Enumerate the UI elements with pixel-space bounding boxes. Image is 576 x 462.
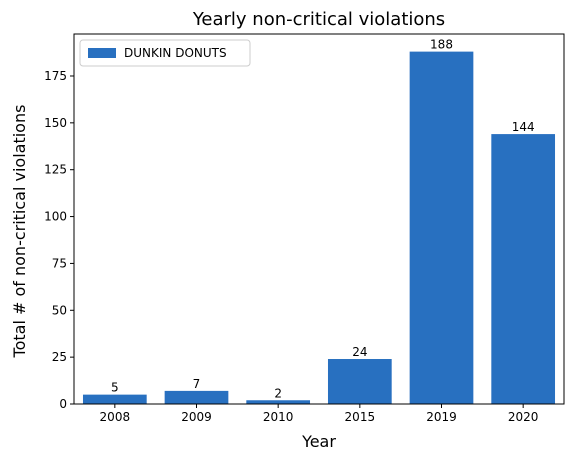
bar-2015 bbox=[327, 359, 392, 404]
y-tick-label-125: 125 bbox=[44, 163, 67, 177]
y-tick-label-50: 50 bbox=[52, 303, 67, 317]
y-tick-label-150: 150 bbox=[44, 116, 67, 130]
data-labels-group: 5 7 2 24 188 144 bbox=[111, 38, 535, 401]
y-tick-label-100: 100 bbox=[44, 210, 67, 224]
x-tick-label-2009: 2009 bbox=[181, 410, 212, 424]
legend-label: DUNKIN DONUTS bbox=[124, 46, 227, 60]
bar-2008 bbox=[82, 394, 147, 404]
y-tick-label-175: 175 bbox=[44, 69, 67, 83]
data-label-2010: 2 bbox=[274, 386, 282, 400]
plot-frame bbox=[73, 33, 565, 405]
bar-2010 bbox=[246, 400, 311, 404]
x-tick-label-2020: 2020 bbox=[508, 410, 539, 424]
data-label-2015: 24 bbox=[352, 345, 367, 359]
x-tick-label-2019: 2019 bbox=[426, 410, 457, 424]
legend-swatch bbox=[88, 48, 116, 58]
y-axis-label: Total # of non-critical violations bbox=[10, 105, 29, 359]
y-tick-label-25: 25 bbox=[52, 350, 67, 364]
data-label-2009: 7 bbox=[193, 377, 201, 391]
data-label-2008: 5 bbox=[111, 381, 119, 395]
bar-2020 bbox=[491, 134, 556, 404]
legend: DUNKIN DONUTS bbox=[79, 39, 251, 67]
bar-2019 bbox=[409, 51, 474, 404]
y-tick-label-75: 75 bbox=[52, 256, 67, 270]
y-axis-ticks: 0 25 50 75 100 125 150 175 bbox=[44, 69, 74, 411]
x-tick-label-2015: 2015 bbox=[345, 410, 376, 424]
x-tick-label-2010: 2010 bbox=[263, 410, 294, 424]
data-label-2019: 188 bbox=[430, 38, 453, 52]
x-axis-ticks: 2008 2009 2010 2015 2019 2020 bbox=[100, 404, 539, 424]
x-tick-label-2008: 2008 bbox=[100, 410, 131, 424]
bars-group bbox=[82, 51, 556, 404]
legend-box bbox=[79, 39, 251, 67]
bar-2009 bbox=[164, 390, 229, 404]
chart-title: Yearly non-critical violations bbox=[192, 9, 445, 30]
x-axis-label: Year bbox=[301, 432, 336, 451]
data-label-2020: 144 bbox=[512, 120, 535, 134]
y-tick-label-0: 0 bbox=[59, 397, 67, 411]
